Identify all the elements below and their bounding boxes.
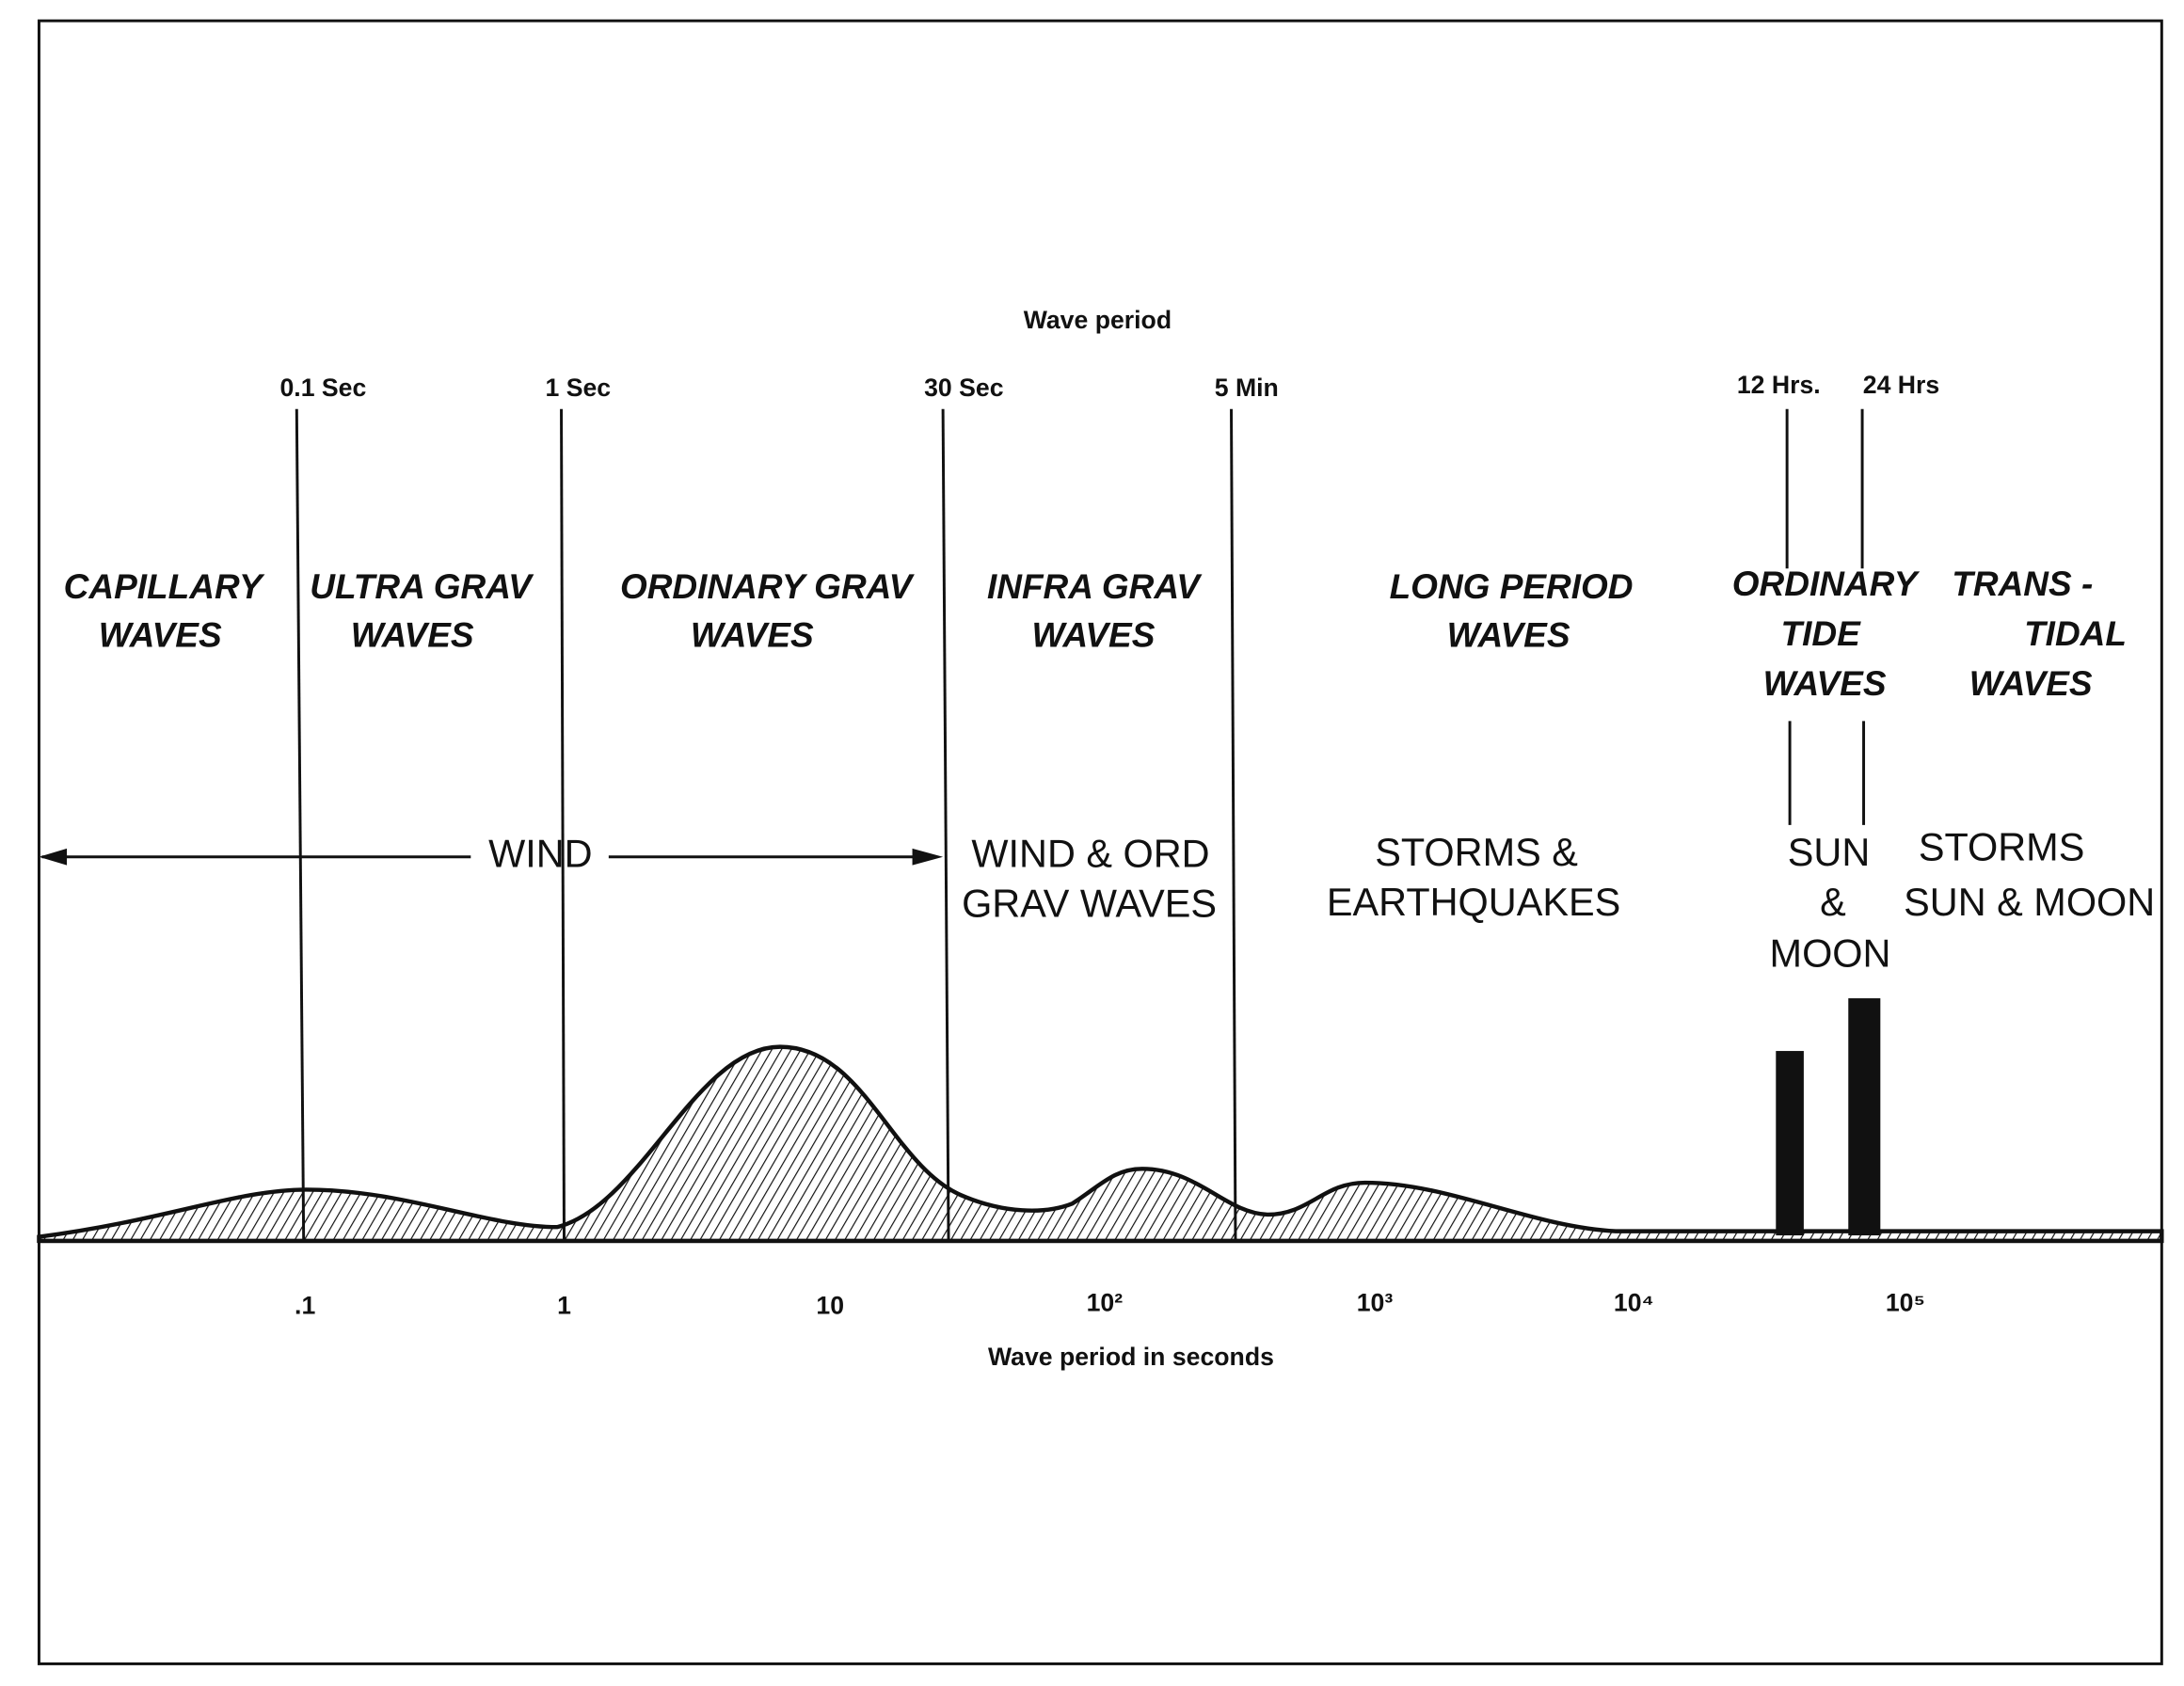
force: WIND — [488, 833, 592, 876]
force: STORMS — [1919, 825, 2085, 868]
force: EARTHQUAKES — [1327, 881, 1620, 924]
wave-type: TIDE — [1781, 614, 1862, 653]
x-tick-label: 10 — [816, 1292, 844, 1320]
x-axis-label: Wave period in seconds — [988, 1343, 1274, 1371]
x-tick-label: 10⁴ — [1614, 1289, 1654, 1317]
divider — [295, 408, 306, 1241]
wave-type: WAVES — [691, 616, 814, 655]
x-tick-label: 10³ — [1357, 1289, 1394, 1317]
x-tick-label: 1 — [557, 1292, 571, 1320]
x-tick-label: .1 — [295, 1292, 315, 1320]
wave-type: INFRA GRAV — [987, 567, 1203, 606]
force: GRAV WAVES — [962, 883, 1217, 926]
wave-type: WAVES — [1447, 616, 1570, 655]
divider — [560, 408, 566, 1241]
period-marker: 0.1 Sec — [279, 374, 366, 402]
divider — [941, 408, 950, 1241]
force: STORMS & — [1375, 831, 1578, 874]
force: & — [1820, 881, 1846, 924]
frame — [37, 19, 2163, 1665]
wave-type: ULTRA GRAV — [310, 567, 534, 606]
energy-spectrum — [37, 1044, 2164, 1244]
wave-type: WAVES — [1969, 664, 2093, 703]
period-lines — [295, 408, 1866, 1241]
wave-type: WAVES — [351, 616, 474, 655]
x-tick-label: 10² — [1087, 1289, 1124, 1317]
period-marker: 12 Hrs. — [1737, 371, 1821, 399]
period-marker: 1 Sec — [545, 374, 611, 402]
wave-type: WAVES — [99, 616, 222, 655]
arrow-head — [39, 848, 68, 866]
divider — [1230, 408, 1237, 1241]
arrow-head — [912, 848, 944, 866]
wave-type: TIDAL — [2024, 614, 2127, 653]
force: SUN — [1788, 831, 1870, 874]
wave-type: ORDINARY — [1732, 565, 1921, 603]
period-marker: 24 Hrs — [1863, 371, 1939, 399]
wave-type: ORDINARY GRAV — [620, 567, 916, 606]
title: Wave period — [1024, 306, 1172, 334]
period-marker: 5 Min — [1215, 374, 1279, 402]
wave-type: TRANS - — [1952, 565, 2093, 603]
force: WIND & ORD — [971, 833, 1209, 876]
x-tick-label: 10⁵ — [1886, 1289, 1925, 1317]
tide-spike — [1776, 1051, 1804, 1236]
wind-arrow — [39, 848, 944, 866]
period-marker: 30 Sec — [924, 374, 1003, 402]
wave-type: LONG PERIOD — [1390, 567, 1634, 606]
tide-spike — [1848, 998, 1881, 1236]
wave-type: WAVES — [1763, 664, 1887, 703]
wave-type: WAVES — [1032, 616, 1156, 655]
force: MOON — [1770, 932, 1891, 976]
wave-type: CAPILLARY — [64, 567, 265, 606]
force: SUN & MOON — [1904, 881, 2155, 924]
